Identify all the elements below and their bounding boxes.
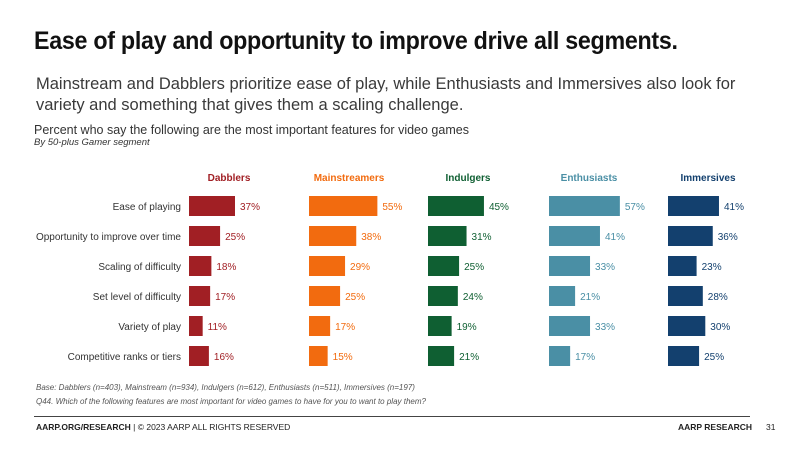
bar-value-label: 55%	[382, 202, 402, 213]
bar	[549, 346, 571, 366]
series-header: Mainstreamers	[314, 173, 385, 184]
bar-value-label: 17%	[575, 352, 595, 363]
chart-subtitle: By 50-plus Gamer segment	[34, 137, 150, 148]
bar	[428, 316, 452, 336]
bar	[189, 346, 209, 366]
slide-subtitle: Mainstream and Dabblers prioritize ease …	[36, 75, 736, 114]
bar-value-label: 25%	[345, 292, 365, 303]
bar-value-label: 25%	[464, 262, 484, 273]
bar-value-label: 16%	[214, 352, 234, 363]
bar	[428, 286, 458, 306]
bar	[668, 226, 713, 246]
bar	[549, 256, 591, 276]
bar	[189, 316, 203, 336]
slide-title: Ease of play and opportunity to improve …	[34, 27, 678, 55]
bar	[549, 286, 576, 306]
bar-value-label: 36%	[718, 232, 738, 243]
bar-value-label: 21%	[580, 292, 600, 303]
bar-value-label: 17%	[215, 292, 235, 303]
bar	[309, 346, 328, 366]
category-label: Variety of play	[118, 322, 181, 333]
bar-value-label: 18%	[216, 262, 236, 273]
category-label: Competitive ranks or tiers	[68, 352, 181, 363]
page-number: 31	[766, 422, 776, 432]
bar	[309, 196, 378, 216]
bar	[309, 226, 357, 246]
bar-value-label: 31%	[472, 232, 492, 243]
bar	[668, 346, 700, 366]
bar-value-label: 25%	[225, 232, 245, 243]
footer-divider	[34, 416, 750, 417]
bar-value-label: 41%	[605, 232, 625, 243]
bar-value-label: 28%	[708, 292, 728, 303]
bar-value-label: 38%	[361, 232, 381, 243]
bar-value-label: 37%	[240, 202, 260, 213]
bar-value-label: 57%	[625, 202, 645, 213]
bar-value-label: 29%	[350, 262, 370, 273]
bar	[428, 196, 484, 216]
bar-value-label: 19%	[457, 322, 477, 333]
footer-brand-link: AARP.ORG/RESEARCH	[36, 422, 131, 432]
series-header: Enthusiasts	[561, 173, 618, 184]
bar	[668, 196, 719, 216]
bar-value-label: 25%	[704, 352, 724, 363]
series-header: Immersives	[680, 173, 735, 184]
bar	[668, 316, 706, 336]
bar-value-label: 24%	[463, 292, 483, 303]
bar	[428, 256, 460, 276]
bar	[549, 226, 600, 246]
bar	[428, 346, 455, 366]
bar-value-label: 23%	[702, 262, 722, 273]
bar	[309, 286, 341, 306]
chart-title: Percent who say the following are the mo…	[34, 123, 469, 137]
category-label: Ease of playing	[113, 202, 181, 213]
bar	[428, 226, 467, 246]
bar	[668, 256, 697, 276]
bar	[189, 286, 211, 306]
bar-value-label: 33%	[595, 322, 615, 333]
bar-value-label: 33%	[595, 262, 615, 273]
bar	[309, 316, 331, 336]
bar-value-label: 45%	[489, 202, 509, 213]
bar-value-label: 21%	[459, 352, 479, 363]
category-label: Set level of difficulty	[93, 292, 181, 303]
bar-value-label: 11%	[208, 322, 227, 333]
bar-value-label: 30%	[710, 322, 730, 333]
bar-value-label: 41%	[724, 202, 744, 213]
bar	[668, 286, 703, 306]
bar	[549, 316, 591, 336]
bar	[189, 226, 221, 246]
category-label: Opportunity to improve over time	[36, 232, 181, 243]
base-note: Base: Dabblers (n=403), Mainstream (n=93…	[36, 383, 415, 392]
footer-rights: | © 2023 AARP ALL RIGHTS RESERVED	[130, 422, 291, 432]
series-header: Indulgers	[445, 173, 490, 184]
category-label: Scaling of difficulty	[98, 262, 181, 273]
bar	[189, 196, 235, 216]
series-header: Dabblers	[208, 173, 251, 184]
bar	[189, 256, 212, 276]
bar-value-label: 15%	[333, 352, 353, 363]
footer-copyright: AARP.ORG/RESEARCH | © 2023 AARP ALL RIGH…	[36, 422, 290, 432]
footer-publisher: AARP RESEARCH	[678, 422, 752, 432]
question-note: Q44. Which of the following features are…	[36, 397, 426, 406]
bar	[309, 256, 346, 276]
bar-value-label: 17%	[335, 322, 355, 333]
bar	[549, 196, 620, 216]
